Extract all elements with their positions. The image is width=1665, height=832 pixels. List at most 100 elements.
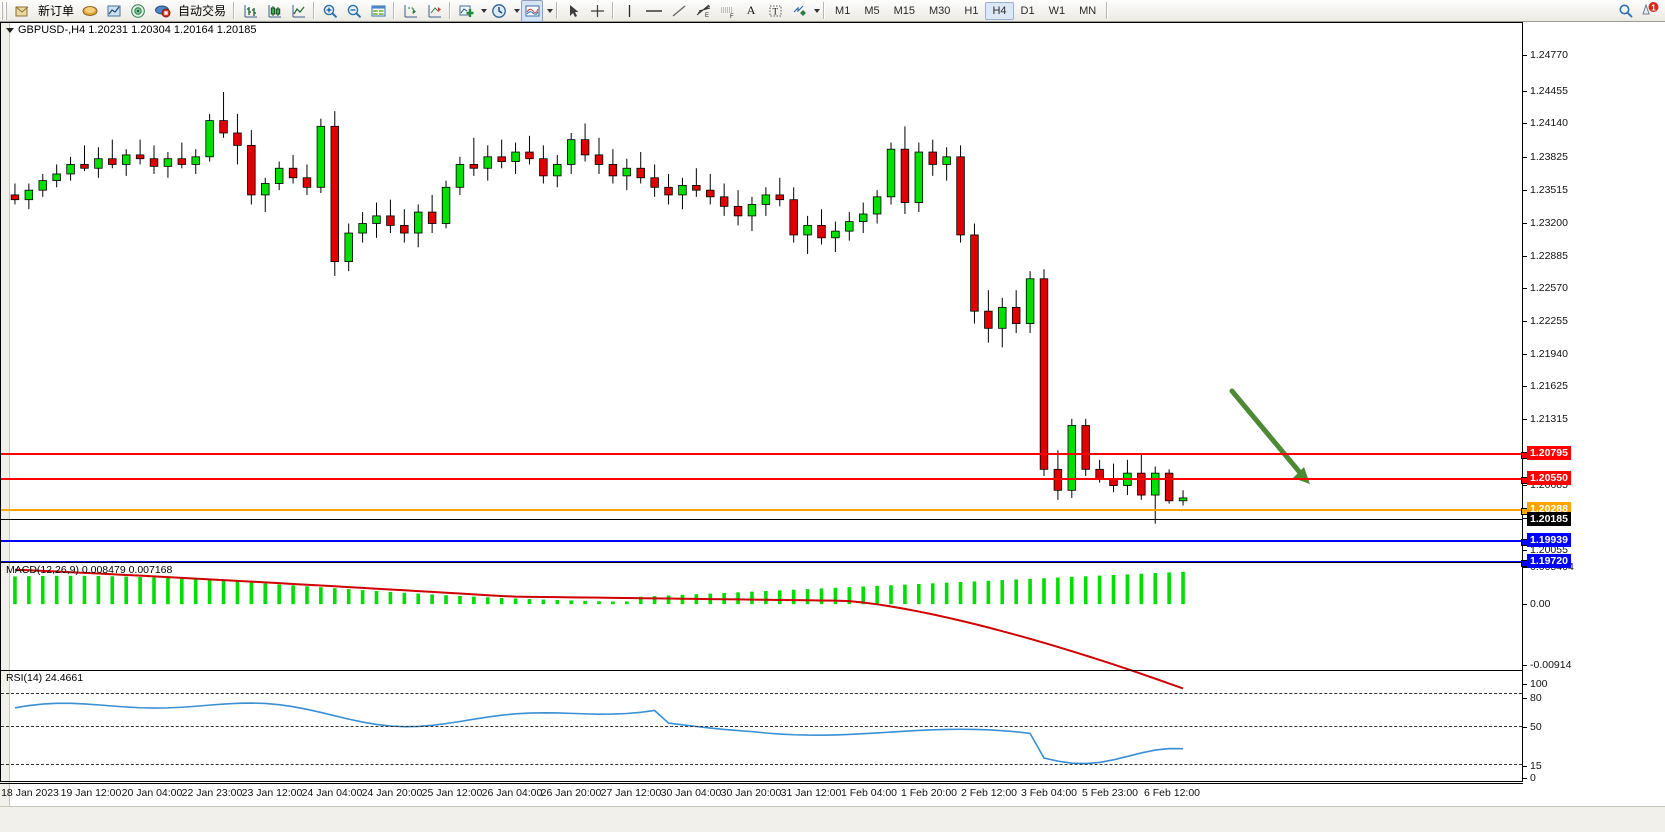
timeframe-m15[interactable]: M15 <box>893 4 915 17</box>
indicator-axis-tick: 15 <box>1523 760 1542 772</box>
indicators-dropdown-caret[interactable] <box>481 8 488 13</box>
time-tick: 26 Jan 04:00 <box>481 787 543 799</box>
fibonacci-icon[interactable]: E <box>692 0 714 22</box>
level-line-support-1[interactable] <box>1 539 1528 546</box>
time-tick: 5 Feb 23:00 <box>1081 787 1139 799</box>
horizontal-line-icon[interactable] <box>642 0 666 22</box>
toolbar-grip[interactable] <box>1 1 8 20</box>
toolbar-separator-4 <box>449 2 452 19</box>
search-icon[interactable] <box>1615 0 1637 22</box>
time-tick: 6 Feb 12:00 <box>1143 787 1201 799</box>
chart-shift-icon[interactable] <box>399 0 421 22</box>
line-chart-icon[interactable] <box>287 0 309 22</box>
level-price-label-resistance-1[interactable]: 1.20795 <box>1527 446 1571 460</box>
level-price-label-resistance-2[interactable]: 1.20550 <box>1527 471 1571 485</box>
time-tick: 25 Jan 12:00 <box>421 787 483 799</box>
price-tick: 1.21315 <box>1523 413 1568 425</box>
navigator-icon[interactable] <box>127 0 149 22</box>
autotrading-icon[interactable] <box>151 0 173 22</box>
toolbar-separator-7 <box>823 2 826 19</box>
price-tick-label: 1.23200 <box>1530 217 1568 229</box>
timeframe-mn[interactable]: MN <box>1079 4 1097 17</box>
timeframe-h4[interactable]: H4 <box>985 1 1014 20</box>
time-tick: 18 Jan 2023 <box>1 787 59 799</box>
candlestick-chart-icon[interactable] <box>263 0 285 22</box>
data-window-icon[interactable] <box>103 0 125 22</box>
time-tick: 23 Jan 12:00 <box>241 787 303 799</box>
shapes-dropdown-caret[interactable] <box>814 8 821 13</box>
svg-text:1: 1 <box>1651 3 1656 12</box>
level-line-current-price[interactable] <box>1 519 1523 520</box>
crosshair-icon[interactable] <box>586 0 608 22</box>
time-tick: 1 Feb 04:00 <box>840 787 898 799</box>
svg-text:E: E <box>705 13 709 19</box>
rsi-indicator-label: RSI(14) 24.4661 <box>6 672 84 684</box>
time-tick: 22 Jan 23:00 <box>181 787 243 799</box>
new-order-label[interactable]: 新订单 <box>38 4 75 18</box>
grid-icon[interactable] <box>367 0 389 22</box>
timeframe-h1[interactable]: H1 <box>964 4 979 17</box>
chart-left-scrollbar[interactable] <box>0 22 10 831</box>
price-tick-label: 1.24140 <box>1530 117 1568 129</box>
price-tick-label: 1.24770 <box>1530 49 1568 61</box>
price-tick: 1.22885 <box>1523 250 1568 262</box>
templates-icon[interactable] <box>521 0 544 22</box>
level-price-label-support-2[interactable]: 1.19720 <box>1527 554 1571 568</box>
bar-chart-icon[interactable] <box>239 0 261 22</box>
time-tick: 27 Jan 12:00 <box>600 787 662 799</box>
indicator-axis-tick: 0 <box>1523 772 1536 784</box>
timeframe-d1[interactable]: D1 <box>1020 4 1035 17</box>
time-tick: 20 Jan 04:00 <box>121 787 183 799</box>
auto-scroll-icon[interactable] <box>423 0 445 22</box>
time-axis: 18 Jan 2023 19 Jan 12:00 20 Jan 04:00 22 Ja… <box>0 783 1523 805</box>
level-line-resistance-1[interactable] <box>1 452 1528 459</box>
timeframe-m1[interactable]: M1 <box>835 4 851 17</box>
rsi-level-15 <box>1 763 1522 765</box>
trendline-icon[interactable] <box>668 0 690 22</box>
vertical-line-icon[interactable] <box>618 0 640 22</box>
period-icon[interactable] <box>488 0 510 22</box>
toolbar-separator-8 <box>1106 2 1109 19</box>
level-price-label-support-1[interactable]: 1.19939 <box>1527 533 1571 547</box>
indicators-icon[interactable] <box>455 0 477 22</box>
expert-advisor-icon[interactable] <box>79 0 101 22</box>
time-tick: 30 Jan 04:00 <box>660 787 722 799</box>
level-line-entry-level[interactable] <box>1 508 1528 515</box>
price-tick: 1.20055 <box>1523 544 1568 556</box>
price-tick: 1.21940 <box>1523 348 1568 360</box>
chart-container[interactable]: GBPUSD-,H4 1.20231 1.20304 1.20164 1.201… <box>0 22 1665 831</box>
zoom-out-icon[interactable] <box>343 0 365 22</box>
level-line-resistance-2[interactable] <box>1 477 1528 484</box>
toolbar-separator-1 <box>233 2 236 19</box>
alert-icon[interactable]: 1 <box>1639 0 1661 22</box>
templates-dropdown-caret[interactable] <box>547 8 554 13</box>
time-tick: 30 Jan 20:00 <box>720 787 782 799</box>
svg-text:T: T <box>772 6 778 16</box>
chart-symbol-header: GBPUSD-,H4 1.20231 1.20304 1.20164 1.201… <box>6 24 257 36</box>
price-axis[interactable]: 1.24770 1.24455 1.24140 1.23825 1.23515 1.232… <box>1523 22 1665 784</box>
text-icon[interactable]: A <box>746 3 756 17</box>
time-tick: 24 Jan 04:00 <box>301 787 363 799</box>
cursor-icon[interactable] <box>562 0 584 22</box>
rsi-level-80 <box>1 692 1522 694</box>
timeframe-m5[interactable]: M5 <box>864 4 880 17</box>
time-tick: 26 Jan 20:00 <box>540 787 602 799</box>
price-tick: 1.23825 <box>1523 151 1568 163</box>
zoom-in-icon[interactable] <box>319 0 341 22</box>
autotrading-label[interactable]: 自动交易 <box>178 4 227 18</box>
svg-text:F: F <box>730 14 734 19</box>
level-price-label-current-price[interactable]: 1.20185 <box>1527 512 1571 526</box>
status-strip <box>0 806 1665 832</box>
new-order-icon[interactable] <box>11 0 33 22</box>
chart-collapse-icon[interactable] <box>6 27 14 33</box>
price-tick-label: 1.22570 <box>1530 282 1568 294</box>
text-label-icon[interactable]: T <box>764 0 786 22</box>
indicator-axis-tick: 50 <box>1523 721 1542 733</box>
channel-icon[interactable]: F <box>716 0 738 22</box>
period-dropdown-caret[interactable] <box>514 8 521 13</box>
timeframe-m30[interactable]: M30 <box>929 4 951 17</box>
timeframe-w1[interactable]: W1 <box>1048 4 1066 17</box>
price-tick: 1.23200 <box>1523 217 1568 229</box>
shapes-icon[interactable] <box>788 0 810 22</box>
